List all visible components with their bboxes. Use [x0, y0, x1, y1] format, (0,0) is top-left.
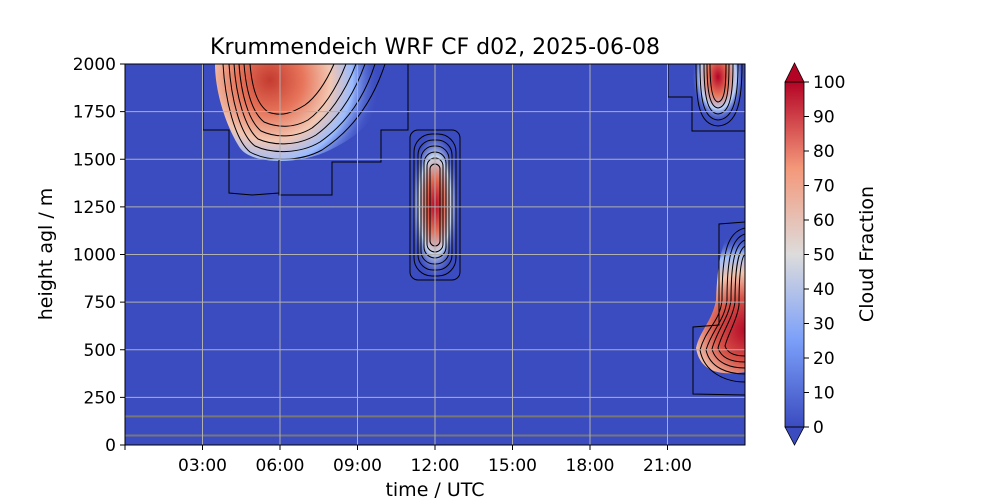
y-axis-label: height agl / m — [35, 188, 57, 321]
x-tick-label: 06:00 — [256, 456, 305, 476]
colorbar-tick-label: 40 — [813, 280, 835, 300]
x-tick-label: 09:00 — [333, 456, 382, 476]
y-tick-label: 750 — [84, 293, 116, 313]
colorbar-tick-label: 70 — [813, 177, 835, 197]
colorbar-label: Cloud Fraction — [856, 186, 878, 322]
y-tick-label: 1000 — [73, 246, 116, 266]
colorbar-tick-label: 100 — [813, 73, 845, 93]
x-axis-label: time / UTC — [385, 479, 484, 500]
y-tick-label: 1500 — [73, 150, 116, 170]
plot-frame — [124, 63, 746, 446]
y-tick-label: 1250 — [73, 198, 116, 218]
chart-title: Krummendeich WRF CF d02, 2025-06-08 — [210, 35, 660, 60]
colorbar-tick-label: 10 — [813, 384, 835, 404]
colorbar-tick-label: 0 — [813, 418, 824, 438]
x-tick-label: 15:00 — [488, 456, 537, 476]
late-upper-cloud-blob — [692, 64, 744, 132]
colorbar-tick-label: 50 — [813, 246, 835, 266]
late-low-cloud-blob — [696, 222, 745, 374]
colorbar-ticks: 0 10 20 30 40 50 60 70 80 90 100 — [804, 73, 845, 438]
colorbar: 0 10 20 30 40 50 60 70 80 90 100 Cloud Fraction — [784, 62, 878, 446]
y-tick-label: 500 — [84, 341, 116, 361]
colorbar-tick-label: 20 — [813, 349, 835, 369]
y-tick-label: 250 — [84, 388, 116, 408]
x-axis: 03:00 06:00 09:00 12:00 15:00 18:00 21:00 — [124, 445, 692, 476]
y-tick-label: 2000 — [73, 55, 116, 75]
x-tick-label: 21:00 — [643, 456, 692, 476]
x-tick-label: 03:00 — [178, 456, 227, 476]
colorbar-tick-label: 30 — [813, 315, 835, 335]
colorbar-extend-top — [784, 62, 805, 83]
colorbar-tick-label: 80 — [813, 142, 835, 162]
colorbar-extend-bottom — [784, 426, 805, 446]
morning-cloud-blob — [215, 64, 395, 162]
colorbar-gradient — [785, 82, 804, 427]
colorbar-tick-label: 60 — [813, 211, 835, 231]
y-tick-label: 1750 — [73, 103, 116, 123]
x-tick-label: 12:00 — [411, 456, 460, 476]
x-tick-label: 18:00 — [566, 456, 615, 476]
colorbar-tick-label: 90 — [813, 108, 835, 128]
y-axis: 0 250 500 750 1000 1250 1500 1750 2000 — [73, 55, 125, 456]
y-tick-label: 0 — [105, 436, 116, 456]
